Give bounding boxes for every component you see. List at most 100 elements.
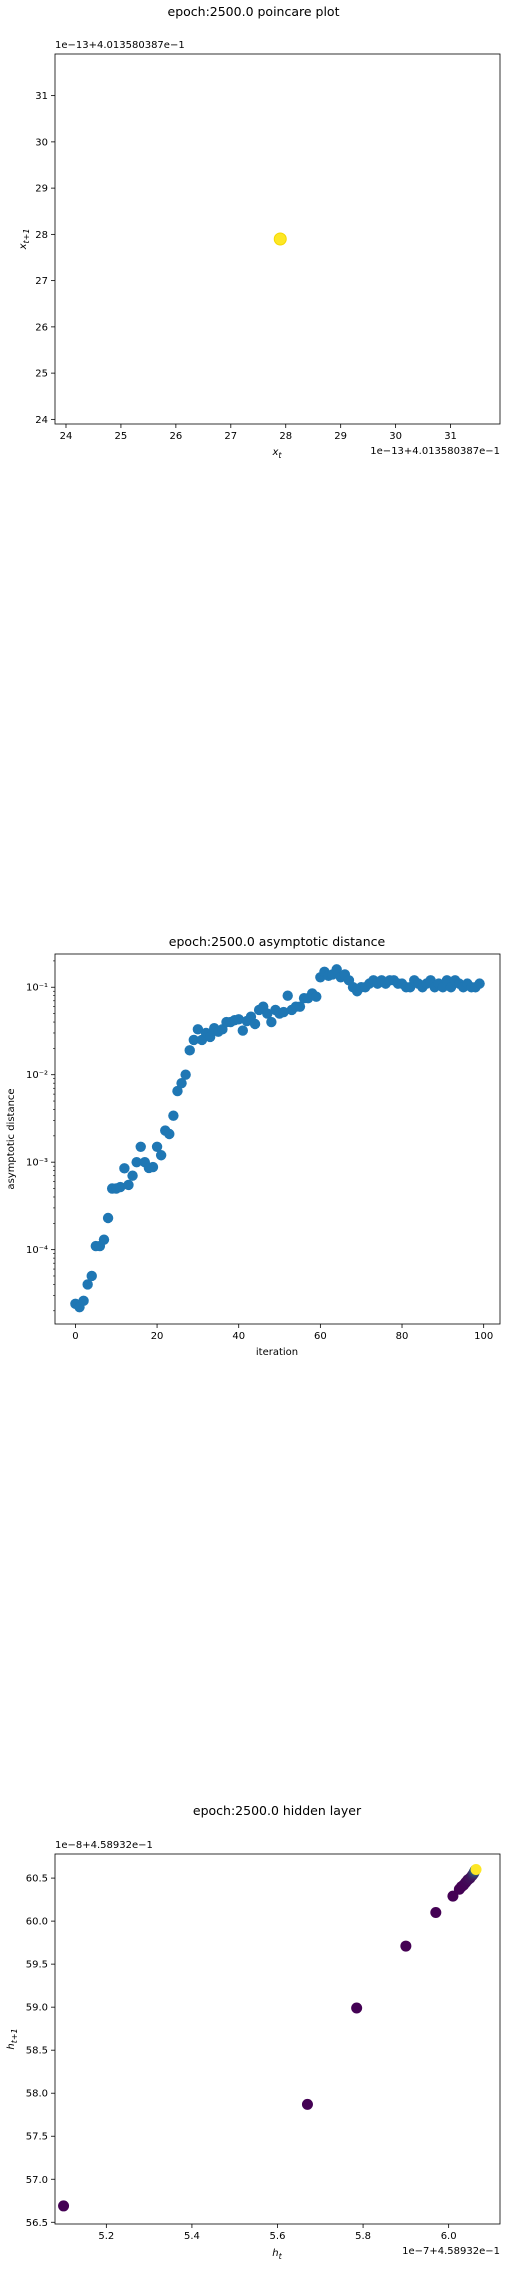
data-point: [119, 1163, 130, 1174]
asymptotic-xlabel: iteration: [256, 1347, 298, 1358]
data-point: [127, 1170, 138, 1181]
y-tick-label: 59.0: [26, 2003, 48, 2014]
data-point: [172, 1085, 183, 1097]
data-point: [135, 1141, 146, 1152]
x-tick-label: 100: [474, 1331, 493, 1342]
data-point: [204, 1031, 216, 1043]
x-tick-label: 30: [389, 431, 402, 442]
poincare-chart: epoch:2500.0 poincare plot 1e−13+4.01358…: [18, 4, 501, 460]
y-tick-label: 57.5: [26, 2132, 48, 2143]
data-point: [470, 1863, 482, 1875]
y-tick-label: 29: [35, 184, 48, 195]
y-tick-label: 10⁻³: [26, 1158, 48, 1169]
data-point: [430, 1907, 442, 1919]
y-tick-label: 60.0: [26, 1917, 48, 1928]
x-tick-label: 40: [232, 1331, 245, 1342]
x-tick-label: 20: [151, 1331, 164, 1342]
data-point: [86, 1270, 97, 1282]
y-tick-label: 59.5: [26, 1960, 48, 1971]
data-point: [273, 232, 287, 246]
hidden-layer-ylabel: ht+1: [6, 2028, 19, 2049]
y-tick-label: 25: [35, 369, 48, 380]
data-point: [115, 1181, 126, 1193]
asymptotic-x-ticks: 0 20 40 60 80 100: [72, 1324, 493, 1342]
data-point: [282, 990, 293, 1001]
asymptotic-chart: epoch:2500.0 asymptotic distance 10⁻⁴10⁻…: [6, 934, 501, 1358]
y-tick-label: 58.0: [26, 2089, 48, 2100]
asymptotic-y-ticks: 10⁻⁴ 10⁻³ 10⁻² 10⁻¹: [26, 960, 55, 1312]
data-point: [155, 1150, 167, 1161]
data-point: [192, 1024, 204, 1035]
data-point: [233, 1014, 244, 1025]
x-tick-label: 80: [396, 1331, 409, 1342]
data-point: [164, 1128, 175, 1140]
data-point: [301, 2098, 313, 2110]
x-tick-label: 24: [60, 431, 73, 442]
x-tick-label: 25: [115, 431, 128, 442]
hidden-layer-y-ticks: 56.5 57.0 57.5 58.0 58.5 59.0 59.5 60.0 60.5: [26, 1874, 55, 2229]
data-point: [294, 1001, 306, 1012]
y-tick-label: 24: [35, 415, 48, 426]
data-point: [311, 991, 322, 1002]
data-point: [188, 1034, 200, 1046]
hidden-layer-y-offset-text: 1e−8+4.58932e−1: [55, 1840, 153, 1851]
data-point: [184, 1045, 195, 1056]
data-point: [474, 978, 485, 989]
poincare-y-offset-text: 1e−13+4.013580387e−1: [55, 40, 185, 51]
data-point: [147, 1161, 159, 1173]
hidden-layer-axes-frame: [54, 1853, 501, 2225]
hidden-layer-points: [58, 1863, 482, 2212]
y-tick-label: 27: [35, 276, 48, 287]
data-point: [78, 1295, 89, 1307]
data-point: [102, 1212, 114, 1224]
y-tick-label: 30: [35, 137, 48, 148]
data-point: [447, 1890, 459, 1902]
hidden-layer-chart: epoch:2500.0 hidden layer 1e−8+4.58932e−…: [6, 1803, 501, 2261]
data-point: [131, 1156, 142, 1168]
data-point: [58, 2200, 70, 2212]
poincare-points: [273, 232, 287, 246]
poincare-xlabel: xt: [271, 447, 282, 460]
poincare-title: epoch:2500.0 poincare plot: [168, 4, 340, 19]
x-tick-label: 29: [334, 431, 347, 442]
y-tick-label: 56.5: [26, 2218, 48, 2229]
poincare-ylabel: xt+1: [18, 229, 31, 251]
hidden-layer-x-ticks: 5.2 5.4 5.6 5.8 6.0: [98, 2224, 457, 2242]
x-tick-label: 5.2: [98, 2231, 114, 2242]
x-tick-label: 5.6: [270, 2231, 286, 2242]
x-tick-label: 6.0: [441, 2231, 457, 2242]
x-tick-label: 0: [72, 1331, 78, 1342]
y-tick-label: 31: [35, 91, 48, 102]
y-tick-label: 10⁻²: [26, 1070, 48, 1081]
poincare-y-ticks: 24 25 26 27 28 29 30 31: [35, 91, 55, 426]
data-point: [400, 1940, 412, 1952]
hidden-layer-xlabel: ht: [272, 2248, 282, 2261]
y-tick-label: 10⁻¹: [26, 983, 48, 994]
x-tick-label: 31: [444, 431, 457, 442]
data-point: [82, 1279, 93, 1290]
data-point: [266, 1016, 277, 1028]
data-point: [151, 1141, 163, 1152]
poincare-x-ticks: 24 25 26 27 28 29 30 31: [60, 424, 457, 442]
data-point: [237, 1025, 248, 1036]
asymptotic-title: epoch:2500.0 asymptotic distance: [169, 934, 386, 949]
data-point: [123, 1179, 134, 1191]
hidden-layer-title: epoch:2500.0 hidden layer: [193, 1803, 362, 1818]
y-tick-label: 57.0: [26, 2175, 48, 2186]
x-tick-label: 60: [314, 1331, 327, 1342]
x-tick-label: 27: [224, 431, 237, 442]
asymptotic-ylabel: asymptotic distance: [6, 1088, 17, 1189]
asymptotic-points: [70, 964, 485, 1313]
x-tick-label: 26: [169, 431, 182, 442]
x-tick-label: 5.4: [184, 2231, 200, 2242]
data-point: [98, 1234, 110, 1245]
y-tick-label: 58.5: [26, 2046, 48, 2057]
data-point: [278, 1006, 289, 1018]
y-tick-label: 28: [35, 230, 48, 241]
y-tick-label: 10⁻⁴: [26, 1245, 48, 1256]
data-point: [168, 1110, 179, 1121]
x-tick-label: 28: [279, 431, 292, 442]
y-tick-label: 26: [35, 322, 48, 333]
data-point: [249, 1018, 261, 1030]
